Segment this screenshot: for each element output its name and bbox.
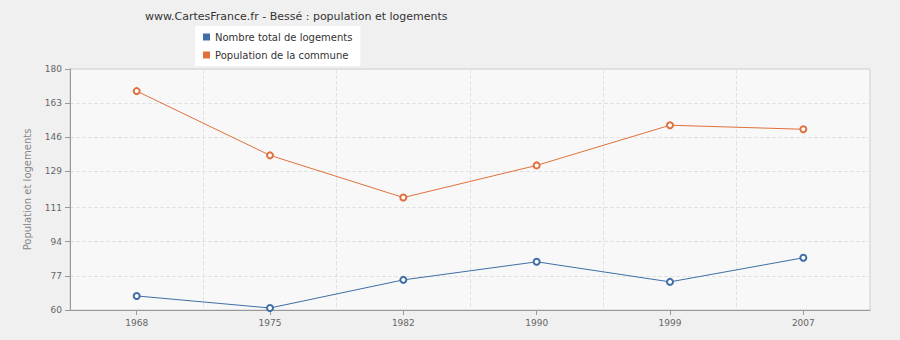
- svg-text:2007: 2007: [792, 318, 815, 328]
- svg-text:1990: 1990: [525, 318, 548, 328]
- svg-text:Population et logements: Population et logements: [22, 129, 33, 251]
- svg-text:1999: 1999: [659, 318, 682, 328]
- svg-text:163: 163: [45, 98, 62, 108]
- svg-text:1982: 1982: [392, 318, 415, 328]
- svg-text:129: 129: [45, 166, 62, 176]
- svg-text:60: 60: [51, 305, 63, 315]
- svg-text:Nombre total de logements: Nombre total de logements: [215, 32, 352, 43]
- svg-text:Population de la commune: Population de la commune: [215, 50, 348, 61]
- svg-text:1975: 1975: [259, 318, 282, 328]
- svg-text:111: 111: [45, 203, 62, 213]
- svg-text:77: 77: [51, 271, 62, 281]
- svg-text:www.CartesFrance.fr - Bessé :: www.CartesFrance.fr - Bessé : population…: [145, 10, 448, 23]
- svg-text:94: 94: [51, 237, 63, 247]
- svg-text:1968: 1968: [125, 318, 148, 328]
- svg-text:180: 180: [45, 64, 62, 74]
- svg-text:146: 146: [45, 132, 62, 142]
